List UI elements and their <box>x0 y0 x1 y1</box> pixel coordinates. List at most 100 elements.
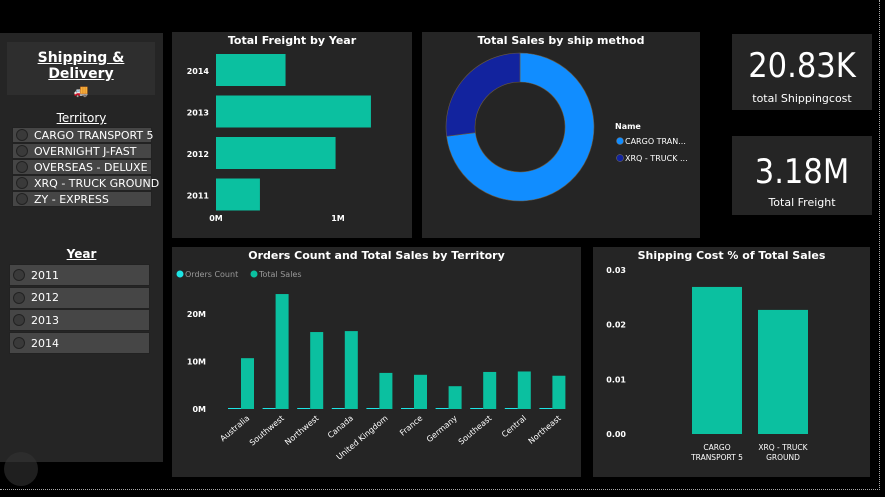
territory-label: Territory <box>56 111 107 125</box>
radio-icon <box>13 291 25 304</box>
radio-icon <box>16 177 28 189</box>
y-tick-label: 0.01 <box>606 375 626 384</box>
bar-total-sales <box>275 294 289 409</box>
radio-icon <box>13 269 25 281</box>
filter-panel: Shipping & Delivery 🚚 Territory CARGO TR… <box>0 33 163 462</box>
radio-icon <box>13 314 25 327</box>
x-tick-label: 1M <box>331 214 345 223</box>
y-tick-label: 0.02 <box>606 321 626 330</box>
bar-orders-count <box>331 408 345 409</box>
x-tick-label: France <box>398 414 424 438</box>
sales-by-ship-method-chart: Total Sales by ship method Name CARGO TRA… <box>422 32 700 238</box>
option-label: 2012 <box>31 291 59 305</box>
x-tick-label: Canada <box>326 414 355 441</box>
bar-total-sales <box>414 374 427 409</box>
kpi-value: 20.83K <box>748 46 856 86</box>
y-tick-label: 2011 <box>187 192 210 201</box>
bar-orders-count <box>539 408 553 409</box>
x-tick-label: Northwest <box>283 414 320 447</box>
y-tick-label: 0M <box>192 405 206 414</box>
option-label: 2014 <box>31 336 59 350</box>
bar-total-sales <box>552 375 566 409</box>
freight-by-year-chart: Total Freight by Year 2014 2013 2012 2011 0M… <box>172 32 412 238</box>
bar <box>216 54 286 86</box>
bar <box>758 309 808 434</box>
x-tick-label: Southwest <box>248 414 286 448</box>
watermark-logo <box>4 452 38 486</box>
option-label: CARGO TRANSPORT 5 <box>34 128 154 142</box>
bar-total-sales <box>310 332 324 409</box>
territory-option[interactable]: OVERNIGHT J-FAST <box>12 143 152 159</box>
x-tick-label: Germany <box>425 413 459 444</box>
x-tick-label: GROUND <box>766 453 800 462</box>
page-title: Shipping & Delivery <box>37 50 125 82</box>
year-label: Year <box>66 247 97 261</box>
year-option[interactable]: 2011 <box>9 264 150 286</box>
option-label: ZY - EXPRESS <box>34 192 109 206</box>
donut-slice <box>446 52 595 202</box>
radio-icon <box>16 145 28 157</box>
option-label: 2011 <box>31 268 59 282</box>
bar-orders-count <box>504 408 518 409</box>
orders-sales-by-territory-chart: Orders Count and Total Sales by Territor… <box>172 247 581 477</box>
year-option[interactable]: 2013 <box>9 309 150 332</box>
bar-total-sales <box>344 331 358 409</box>
option-label: XRQ - TRUCK GROUND <box>34 176 160 190</box>
y-tick-label: 0.00 <box>606 430 626 439</box>
bar-total-sales <box>241 358 254 409</box>
option-label: OVERSEAS - DELUXE <box>34 160 148 174</box>
y-tick-label: 10M <box>187 358 206 367</box>
territory-option[interactable]: XRQ - TRUCK GROUND <box>12 175 159 191</box>
legend-marker <box>176 270 184 278</box>
legend-title: Name <box>615 122 641 131</box>
bar-orders-count <box>297 408 311 409</box>
kpi-value: 3.18M <box>754 152 850 192</box>
chart-title: Total Freight by Year <box>227 34 357 47</box>
x-tick-label: 0M <box>209 214 223 223</box>
legend-label: XRQ - TRUCK ... <box>625 154 688 163</box>
bar-orders-count <box>435 408 449 409</box>
bar-orders-count <box>366 408 380 409</box>
delivery-truck-icon: 🚚 <box>73 84 89 98</box>
bar-orders-count <box>262 408 276 409</box>
bar <box>216 178 260 211</box>
chart-title: Orders Count and Total Sales by Territor… <box>248 249 505 262</box>
kpi-card-shipping-cost: 20.83K total Shippingcost <box>732 34 872 110</box>
bar-total-sales <box>448 386 462 409</box>
bar-orders-count <box>401 408 414 409</box>
legend-label: Orders Count <box>185 270 238 279</box>
bar-orders-count <box>228 408 241 409</box>
bar-total-sales <box>483 371 497 409</box>
kpi-card-total-freight: 3.18M Total Freight <box>732 136 872 215</box>
territory-option[interactable]: CARGO TRANSPORT 5 <box>12 127 154 143</box>
x-tick-label: Australia <box>218 414 251 444</box>
legend-label: CARGO TRAN... <box>625 137 686 146</box>
radio-icon <box>16 161 28 173</box>
year-option[interactable]: 2014 <box>9 332 150 355</box>
bar-total-sales <box>379 372 393 409</box>
radio-icon <box>13 337 25 350</box>
x-tick-label: Central <box>500 414 528 440</box>
year-option[interactable]: 2012 <box>9 286 150 309</box>
kpi-label: Total Freight <box>768 196 836 209</box>
shipping-cost-pct-chart: Shipping Cost % of Total Sales 0.00 0.01 0… <box>593 247 870 477</box>
option-label: 2013 <box>31 313 59 327</box>
y-tick-label: 0.03 <box>606 266 626 275</box>
bar-orders-count <box>470 408 484 409</box>
territory-option[interactable]: ZY - EXPRESS <box>12 191 152 207</box>
y-tick-label: 2013 <box>187 109 209 118</box>
x-tick-label: XRQ - TRUCK <box>758 443 808 452</box>
legend-marker <box>250 270 258 278</box>
x-tick-label: Northeast <box>527 414 563 446</box>
bar <box>692 286 742 434</box>
radio-icon <box>16 193 28 205</box>
bar-total-sales <box>517 371 531 409</box>
donut-slice <box>445 52 521 137</box>
title-card: Shipping & Delivery 🚚 <box>7 42 155 98</box>
legend-label: Total Sales <box>258 270 302 279</box>
radio-icon <box>16 129 28 141</box>
option-label: OVERNIGHT J-FAST <box>34 144 137 158</box>
y-tick-label: 20M <box>187 310 206 319</box>
territory-option[interactable]: OVERSEAS - DELUXE <box>12 159 152 175</box>
y-tick-label: 2012 <box>187 150 209 159</box>
